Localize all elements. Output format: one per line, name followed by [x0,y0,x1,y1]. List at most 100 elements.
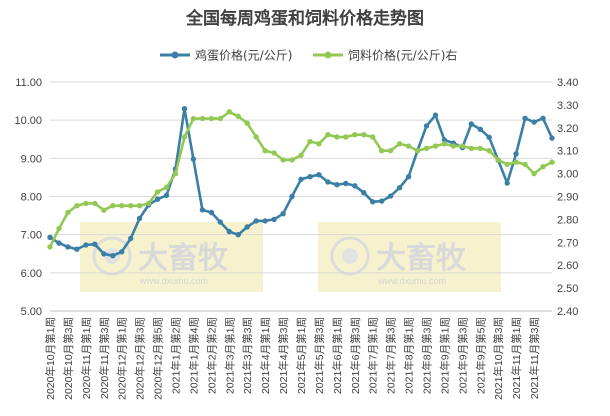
data-point[interactable] [208,115,215,122]
data-point[interactable] [199,207,206,213]
data-point[interactable] [235,232,241,238]
data-point[interactable] [379,198,385,204]
data-point[interactable] [495,157,501,163]
data-point[interactable] [334,182,340,188]
data-point[interactable] [396,185,403,191]
data-point[interactable] [128,203,134,209]
data-point[interactable] [352,183,358,189]
data-point[interactable] [101,207,107,213]
data-point[interactable] [307,174,313,180]
data-point[interactable] [181,106,188,112]
data-point[interactable] [298,152,304,158]
data-point[interactable] [163,184,170,190]
data-point[interactable] [235,113,241,120]
data-point[interactable] [370,134,376,140]
data-point[interactable] [289,193,295,200]
data-point[interactable] [334,134,340,140]
data-point[interactable] [513,159,519,165]
data-point[interactable] [379,148,385,154]
data-point[interactable] [423,145,430,152]
data-point[interactable] [396,141,403,147]
data-point[interactable] [504,180,510,186]
data-point[interactable] [289,157,295,163]
data-point[interactable] [441,141,448,147]
data-point[interactable] [190,115,197,122]
data-point[interactable] [405,143,412,149]
data-point[interactable] [280,157,286,163]
data-point[interactable] [477,126,483,132]
data-point[interactable] [190,156,197,162]
data-point[interactable] [432,143,439,149]
data-point[interactable] [172,170,179,177]
data-point[interactable] [441,137,448,143]
data-point[interactable] [217,219,223,225]
data-point[interactable] [540,115,546,122]
data-point[interactable] [549,159,555,165]
data-point[interactable] [74,246,80,252]
data-point[interactable] [163,192,170,199]
data-point[interactable] [504,161,510,168]
data-point[interactable] [450,143,457,149]
data-point[interactable] [226,109,232,115]
data-point[interactable] [316,141,322,147]
data-point[interactable] [271,150,277,156]
data-point[interactable] [405,174,412,180]
data-point[interactable] [208,209,215,216]
data-point[interactable] [199,115,206,122]
data-point[interactable] [298,176,304,182]
data-point[interactable] [181,134,188,140]
data-point[interactable] [110,253,116,259]
data-point[interactable] [486,134,492,140]
data-point[interactable] [549,135,555,141]
data-point[interactable] [136,215,143,221]
data-point[interactable] [253,134,259,140]
data-point[interactable] [65,244,71,250]
data-point[interactable] [343,180,349,187]
data-point[interactable] [47,234,53,240]
data-point[interactable] [361,190,367,196]
data-point[interactable] [307,138,313,145]
data-point[interactable] [226,228,232,235]
data-point[interactable] [65,209,71,216]
data-point[interactable] [262,218,268,224]
data-point[interactable] [387,148,394,154]
data-point[interactable] [83,200,89,207]
data-point[interactable] [361,132,367,138]
data-point[interactable] [92,241,98,247]
data-point[interactable] [343,134,349,140]
data-point[interactable] [262,148,268,154]
data-point[interactable] [119,203,125,209]
data-point[interactable] [244,120,250,126]
data-point[interactable] [136,203,143,209]
data-point[interactable] [531,170,537,177]
data-point[interactable] [154,196,161,202]
data-point[interactable] [423,123,430,129]
data-point[interactable] [253,218,259,224]
data-point[interactable] [74,203,80,209]
data-point[interactable] [145,200,152,207]
data-point[interactable] [477,145,483,152]
data-point[interactable] [101,251,107,257]
data-point[interactable] [325,132,331,138]
data-point[interactable] [56,225,62,232]
data-point[interactable] [110,203,116,209]
data-point[interactable] [486,148,492,154]
data-point[interactable] [271,216,277,223]
data-point[interactable] [522,115,528,122]
data-point[interactable] [414,148,421,154]
legend-item-feed[interactable]: 饲料价格(元/公斤)右 [313,48,457,63]
data-point[interactable] [370,199,376,205]
data-point[interactable] [154,189,161,195]
data-point[interactable] [468,145,474,152]
legend-item-egg[interactable]: 鸡蛋价格(元/公斤) [160,48,292,63]
data-point[interactable] [325,179,331,185]
data-point[interactable] [280,211,286,217]
data-point[interactable] [217,115,223,122]
data-point[interactable] [128,235,134,242]
data-point[interactable] [468,121,474,127]
data-point[interactable] [531,119,537,125]
data-point[interactable] [83,242,89,248]
data-point[interactable] [513,151,519,157]
data-point[interactable] [387,193,394,199]
data-point[interactable] [47,244,53,250]
